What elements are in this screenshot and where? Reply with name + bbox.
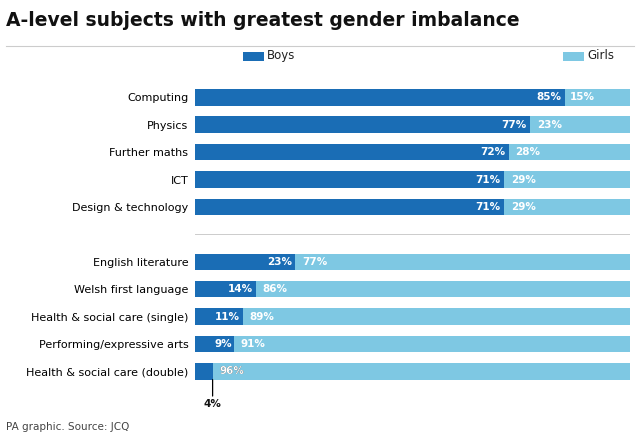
- Text: Boys: Boys: [267, 49, 295, 62]
- Bar: [195, 363, 212, 380]
- Text: 72%: 72%: [480, 147, 505, 157]
- Bar: [504, 199, 630, 215]
- Bar: [195, 144, 509, 160]
- Bar: [195, 171, 504, 188]
- Text: 28%: 28%: [515, 147, 540, 157]
- Text: A-level subjects with greatest gender imbalance: A-level subjects with greatest gender im…: [6, 11, 520, 30]
- Bar: [234, 336, 630, 352]
- Bar: [256, 281, 630, 297]
- Bar: [295, 253, 630, 270]
- Text: PA graphic. Source: JCQ: PA graphic. Source: JCQ: [6, 422, 130, 432]
- Bar: [195, 253, 295, 270]
- Text: 15%: 15%: [570, 92, 595, 102]
- Text: 23%: 23%: [267, 257, 292, 267]
- Bar: [212, 363, 630, 380]
- Text: 91%: 91%: [241, 339, 266, 349]
- Text: Girls: Girls: [587, 49, 614, 62]
- Bar: [195, 336, 234, 352]
- Text: 23%: 23%: [537, 120, 562, 130]
- Text: 71%: 71%: [476, 202, 500, 212]
- Bar: [195, 281, 256, 297]
- Bar: [243, 309, 630, 325]
- Text: 96%: 96%: [219, 366, 244, 376]
- Text: 11%: 11%: [214, 312, 239, 322]
- Text: 86%: 86%: [262, 284, 287, 294]
- Text: 77%: 77%: [302, 257, 327, 267]
- Text: 29%: 29%: [511, 174, 536, 184]
- Bar: [565, 89, 630, 105]
- Text: 96%: 96%: [219, 366, 244, 376]
- Bar: [509, 144, 630, 160]
- Bar: [531, 116, 630, 133]
- Bar: [504, 171, 630, 188]
- Text: 89%: 89%: [250, 312, 275, 322]
- Bar: [195, 89, 565, 105]
- Bar: [195, 116, 531, 133]
- Text: 77%: 77%: [502, 120, 527, 130]
- Text: 4%: 4%: [204, 380, 221, 409]
- Text: 9%: 9%: [214, 339, 232, 349]
- Text: 29%: 29%: [511, 202, 536, 212]
- Text: 71%: 71%: [476, 174, 500, 184]
- Text: 85%: 85%: [536, 92, 562, 102]
- Bar: [195, 309, 243, 325]
- Bar: [195, 199, 504, 215]
- Text: 14%: 14%: [228, 284, 253, 294]
